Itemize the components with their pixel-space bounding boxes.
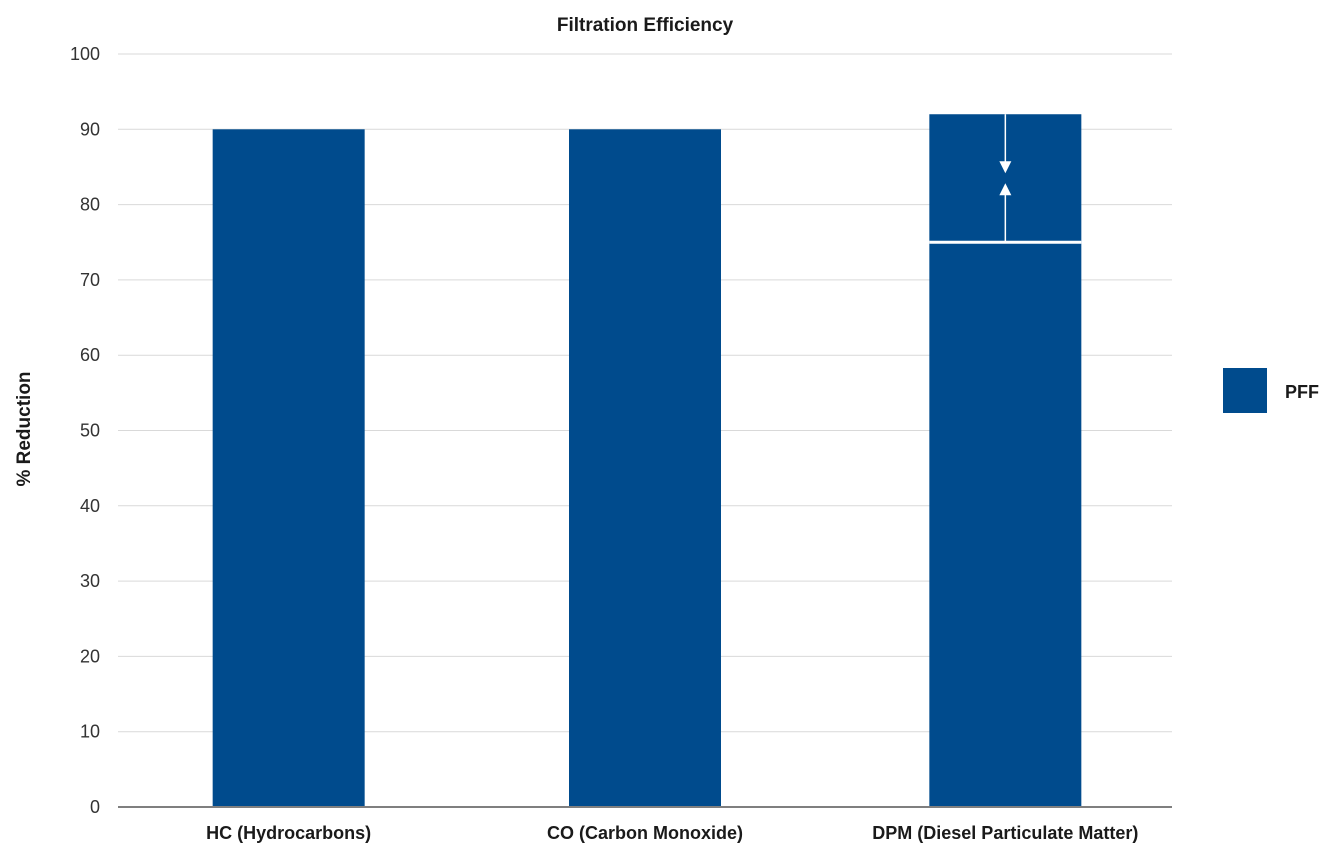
bar	[212, 129, 365, 808]
x-tick-label: HC (Hydrocarbons)	[206, 823, 371, 843]
y-tick-label: 50	[80, 421, 100, 441]
y-axis-label: % Reduction	[14, 371, 35, 486]
y-tick-labels: 0 10 20 30 40 50 60 70 80 90 100	[70, 44, 100, 817]
x-tick-label: DPM (Diesel Particulate Matter)	[872, 823, 1138, 843]
legend: PFF	[1223, 368, 1319, 413]
y-tick-label: 60	[80, 345, 100, 365]
x-tick-labels: HC (Hydrocarbons) CO (Carbon Monoxide) DPM…	[206, 823, 1138, 843]
y-tick-label: 30	[80, 571, 100, 591]
legend-label: PFF	[1285, 382, 1319, 402]
y-tick-label: 10	[80, 722, 100, 742]
x-tick-label: CO (Carbon Monoxide)	[547, 823, 743, 843]
arrow-down-icon	[999, 161, 1012, 174]
arrow-up-icon	[999, 183, 1012, 196]
legend-swatch	[1223, 368, 1267, 413]
bar	[569, 129, 721, 808]
bars	[212, 114, 1082, 808]
y-tick-label: 20	[80, 646, 100, 666]
range-markers	[929, 114, 1082, 244]
y-tick-label: 80	[80, 195, 100, 215]
y-tick-label: 0	[90, 797, 100, 817]
y-tick-label: 90	[80, 119, 100, 139]
y-tick-label: 100	[70, 44, 100, 64]
chart-title: Filtration Efficiency	[557, 15, 734, 36]
y-tick-label: 70	[80, 270, 100, 290]
y-tick-label: 40	[80, 496, 100, 516]
